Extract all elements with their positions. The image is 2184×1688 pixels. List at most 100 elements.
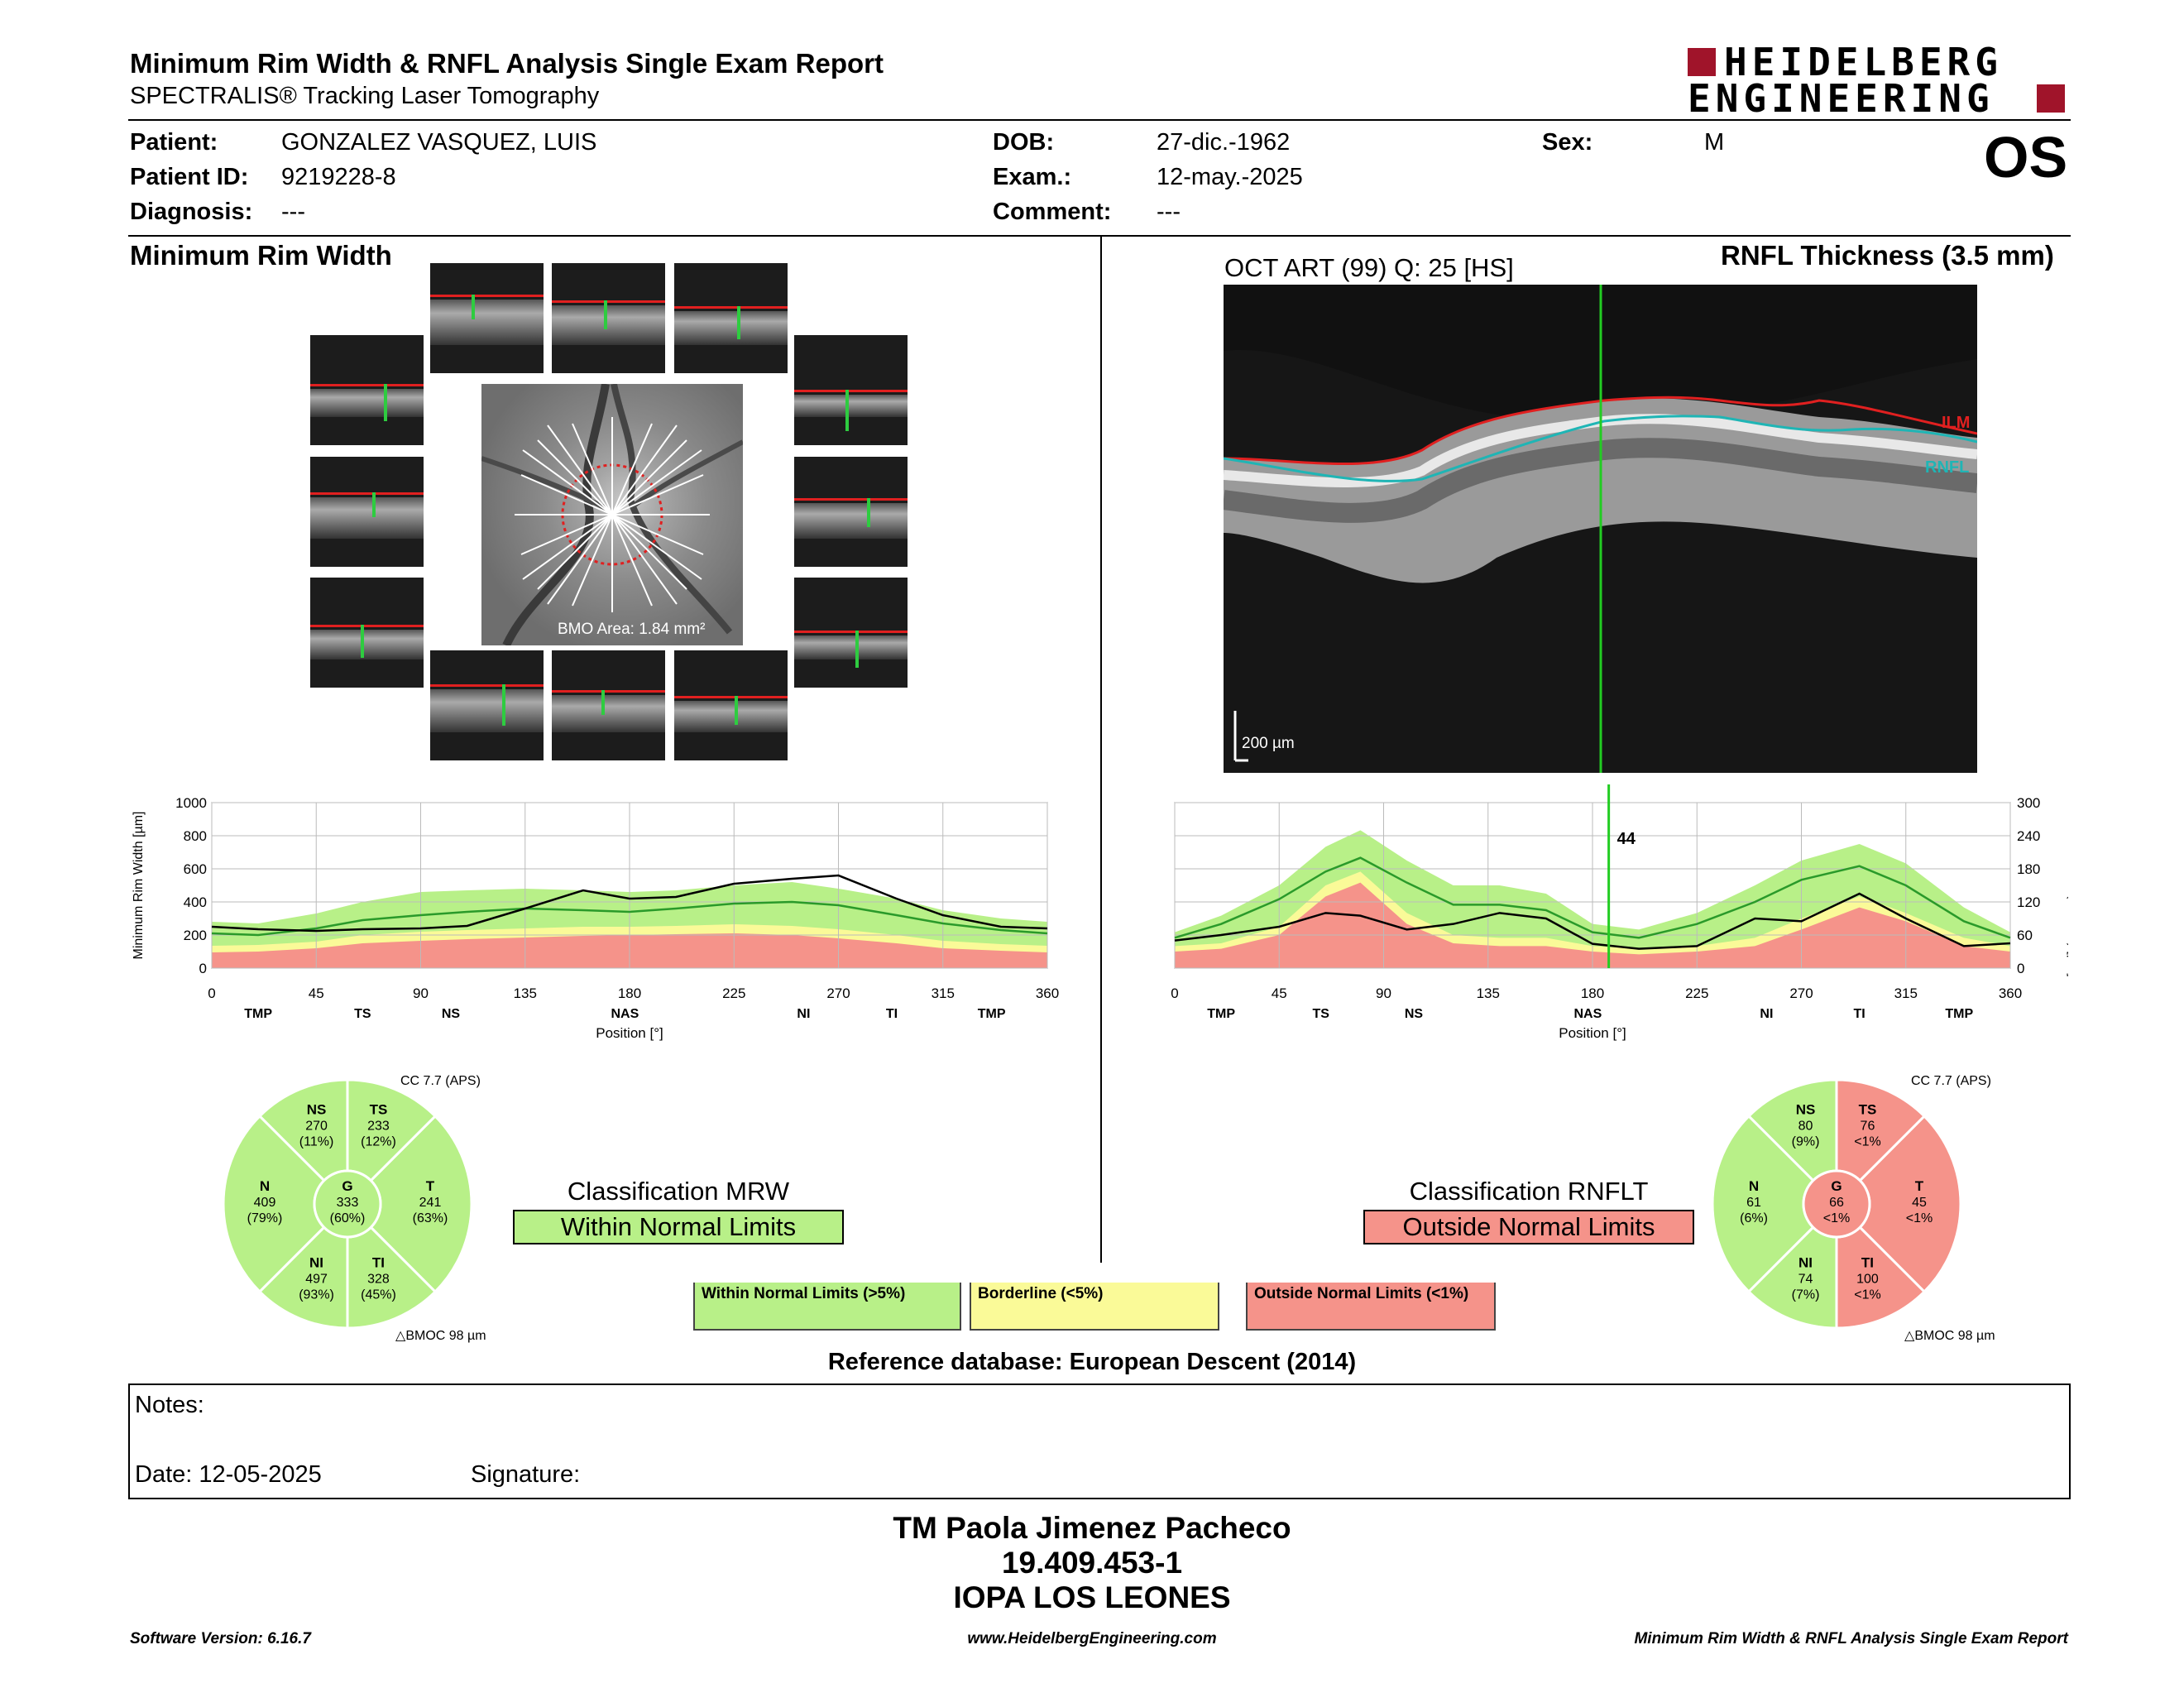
- y-tick-label: 300: [2017, 795, 2040, 811]
- sector-ts-text: 76: [1861, 1119, 1875, 1133]
- sector-label: TMP: [1945, 1007, 1973, 1021]
- sector-ti-text: 100: [1856, 1273, 1879, 1287]
- rnfl-classification-title: Classification RNFLT: [1409, 1177, 1649, 1206]
- sector-g-text: 66: [1829, 1196, 1844, 1210]
- brand-logo: HEIDELBERG ENGINEERING: [1688, 40, 2068, 121]
- sector-label: NAS: [611, 1007, 639, 1021]
- sector-label: TI: [1854, 1007, 1866, 1021]
- x-tick-label: 45: [309, 985, 324, 1001]
- rnfl-classification-badge: Outside Normal Limits: [1363, 1210, 1694, 1244]
- brand-square-top-icon: [1688, 48, 1716, 76]
- y-axis-label: RNFL Thickness (3.5 mm) [µm]: [2067, 794, 2068, 977]
- footer-software-version: Software Version: 6.16.7: [130, 1630, 311, 1647]
- sector-ti-text: TI: [1861, 1255, 1874, 1271]
- sector-g-text: G: [1831, 1178, 1842, 1194]
- x-tick-label: 270: [826, 985, 850, 1001]
- sector-label: NAS: [1573, 1007, 1602, 1021]
- bscan-thumbnail: [310, 335, 424, 445]
- rnfl-bmoc-label: △BMOC 98 µm: [1904, 1327, 1995, 1344]
- delta-icon: △: [1904, 1329, 1915, 1343]
- sector-label: NS: [442, 1007, 461, 1021]
- sector-t-text: T: [426, 1178, 435, 1194]
- mrw-bmoc-label: △BMOC 98 µm: [395, 1327, 486, 1344]
- sector-n-text: 409: [254, 1196, 276, 1210]
- date-label: Date: 12-05-2025: [135, 1461, 322, 1488]
- delta-icon: △: [395, 1329, 406, 1343]
- x-axis-label: Position [°]: [1559, 1025, 1626, 1041]
- sector-n-text: N: [1749, 1178, 1759, 1194]
- sector-t-text: T: [1915, 1178, 1924, 1194]
- sector-ts-text: TS: [370, 1101, 388, 1117]
- x-tick-label: 360: [1036, 985, 1059, 1001]
- rnfl-profile-chart: 0 45 90 135 180 225 270 315 360 TMP TS NS NAS NI TI TMP…: [1171, 784, 2068, 1041]
- x-tick-label: 270: [1789, 985, 1813, 1001]
- notes-box: Notes: Date: 12-05-2025 Signature:: [128, 1383, 2071, 1499]
- sector-g[interactable]: [1802, 1169, 1871, 1239]
- footer-website[interactable]: www.HeidelbergEngineering.com: [967, 1630, 1217, 1647]
- sector-t-text: 45: [1912, 1196, 1927, 1210]
- bscan-thumbnail: [794, 578, 908, 688]
- cursor-value: 44: [1617, 830, 1636, 848]
- sector-label: NS: [1405, 1007, 1424, 1021]
- signoff-id: 19.409.453-1: [1001, 1546, 1183, 1580]
- bscan-thumbnail: [310, 457, 424, 567]
- rnfl-section-title: RNFL Thickness (3.5 mm): [1721, 240, 2054, 271]
- eye-label: OS: [1984, 125, 2068, 189]
- comment-value: ---: [1157, 199, 1181, 225]
- exam-value: 12-may.-2025: [1157, 164, 1303, 190]
- x-tick-label: 135: [1477, 985, 1500, 1001]
- sector-ni-text: 497: [305, 1273, 328, 1287]
- sector-g-text: 333: [337, 1196, 359, 1210]
- x-tick-label: 360: [1999, 985, 2022, 1001]
- bscan-thumbnail: [430, 263, 544, 373]
- rnfl-layer-label: RNFL: [1925, 458, 1970, 477]
- series-measured-mrw: [211, 874, 1048, 933]
- sector-label: TS: [354, 1007, 371, 1021]
- sector-ni-text: 74: [1798, 1273, 1813, 1287]
- signature-label: Signature:: [471, 1461, 581, 1488]
- fundus-overlay: [481, 384, 743, 645]
- y-tick-label: 400: [184, 894, 207, 910]
- bscan-thumbnail: [794, 335, 908, 445]
- sector-t-text: <1%: [1906, 1211, 1933, 1225]
- y-tick-label: 1000: [175, 795, 207, 811]
- sector-ni-text: (93%): [299, 1288, 334, 1302]
- x-tick-label: 225: [722, 985, 745, 1001]
- brand-line1: HEIDELBERG: [1724, 40, 2003, 84]
- sector-n-text: N: [260, 1178, 270, 1194]
- x-tick-label: 180: [1581, 985, 1604, 1001]
- mrw-section-title: Minimum Rim Width: [130, 240, 392, 271]
- x-axis-label: Position [°]: [596, 1025, 663, 1041]
- mrw-profile-chart: 0 45 90 135 180 225 270 315 360 TMP TS NS NAS NI TI TMP…: [132, 795, 1059, 1041]
- y-tick-label: 120: [2017, 894, 2040, 910]
- rnfl-sector-chart: TS76<1%NS80(9%)N61(6%)T45<1%NI74(7%)TI10…: [1712, 1078, 1962, 1330]
- sector-ti-text: <1%: [1854, 1288, 1880, 1302]
- legend-onl: Outside Normal Limits (<1%): [1246, 1283, 1496, 1331]
- notes-label: Notes:: [135, 1392, 204, 1418]
- y-axis-label: Minimum Rim Width [µm]: [132, 812, 146, 960]
- x-tick-label: 45: [1272, 985, 1287, 1001]
- y-tick-label: 200: [184, 928, 207, 943]
- sector-ti-text: (45%): [361, 1288, 396, 1302]
- dob-value: 27-dic.-1962: [1157, 129, 1291, 156]
- sector-ns-text: NS: [1796, 1101, 1816, 1117]
- y-tick-label: 240: [2017, 828, 2040, 844]
- sector-label: NI: [1760, 1007, 1773, 1021]
- series-mean: [1174, 856, 2011, 939]
- rnfl-cc-label: CC 7.7 (APS): [1911, 1074, 1991, 1088]
- legend-borderline: Borderline (<5%): [970, 1283, 1219, 1331]
- scale-bar-label: 200 µm: [1242, 735, 1295, 752]
- sector-ts-text: (12%): [361, 1134, 396, 1149]
- diagnosis-label: Diagnosis:: [130, 199, 253, 225]
- series-measured-rnflt: [1174, 892, 2011, 950]
- sector-ns-text: (9%): [1792, 1134, 1820, 1149]
- reference-database: Reference database: European Descent (20…: [827, 1349, 1357, 1375]
- patient-id: 9219228-8: [281, 164, 396, 190]
- y-tick-label: 0: [2017, 961, 2024, 976]
- sector-label: TI: [886, 1007, 898, 1021]
- dob-label: DOB:: [993, 129, 1055, 156]
- sector-g[interactable]: [313, 1169, 382, 1239]
- signoff-name: TM Paola Jimenez Pacheco: [893, 1511, 1291, 1545]
- mrw-bmoc-value: BMOC 98 µm: [405, 1329, 486, 1343]
- y-tick-label: 180: [2017, 861, 2040, 877]
